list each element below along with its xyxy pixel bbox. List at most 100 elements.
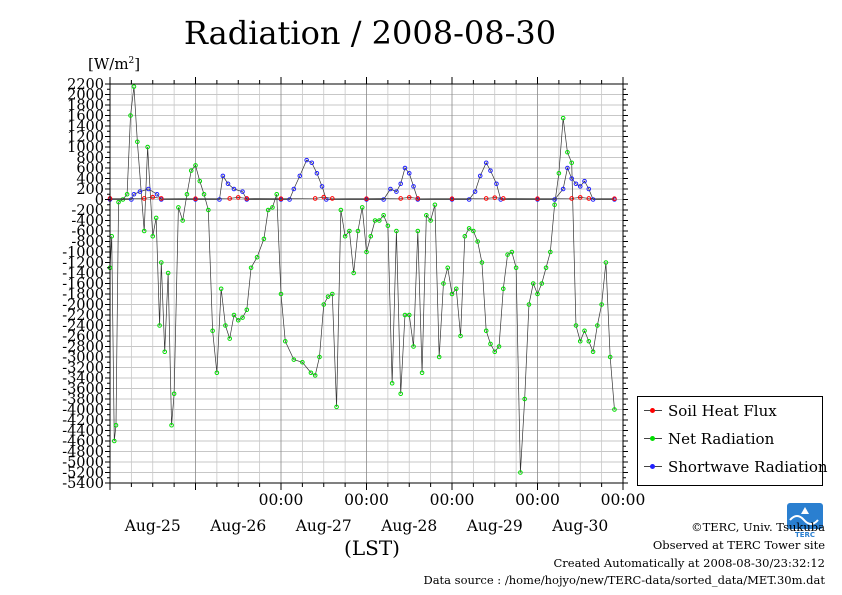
logo-drop-icon xyxy=(801,507,809,514)
data-point xyxy=(291,186,297,192)
data-point xyxy=(184,191,190,197)
data-point xyxy=(368,233,374,239)
created-text: Created Automatically at 2008-08-30/23:3… xyxy=(553,556,826,570)
data-point xyxy=(492,195,498,200)
data-point xyxy=(389,380,395,386)
data-point xyxy=(526,302,532,307)
data-point xyxy=(254,254,260,260)
data-point xyxy=(235,195,241,200)
data-point xyxy=(154,191,160,197)
y-tick-label: -3000 xyxy=(62,350,104,366)
axes: 2200200018001600140012001000800600400200… xyxy=(62,77,645,535)
data-point xyxy=(466,197,472,202)
x-date-label: Aug-27 xyxy=(295,517,352,535)
series-layer xyxy=(107,84,617,475)
data-point xyxy=(612,407,617,412)
data-point xyxy=(590,349,596,355)
data-point xyxy=(498,197,504,202)
data-point xyxy=(462,233,468,239)
y-tick-label: 1600 xyxy=(67,109,104,125)
data-point xyxy=(240,315,245,320)
data-point xyxy=(501,196,506,201)
y-tick-label: 200 xyxy=(76,182,104,198)
data-point xyxy=(220,173,226,179)
data-point xyxy=(398,391,404,397)
data-point xyxy=(116,199,121,205)
data-point xyxy=(406,312,412,318)
data-point xyxy=(582,178,587,184)
legend-label: Soil Heat Flux xyxy=(668,402,777,420)
x-date-label: Aug-25 xyxy=(124,517,181,535)
data-point xyxy=(569,176,575,181)
data-point xyxy=(539,281,545,286)
data-point xyxy=(321,194,327,200)
data-point xyxy=(577,184,583,189)
y-tick-label: -5000 xyxy=(62,455,104,471)
data-point xyxy=(458,333,463,339)
data-point xyxy=(128,113,133,118)
data-point xyxy=(193,196,198,202)
shortwave-radiation-marker-icon xyxy=(644,462,662,472)
y-tick-label: 1400 xyxy=(67,119,104,135)
y-tick-label: -800 xyxy=(71,235,104,251)
data-point xyxy=(535,196,540,202)
data-point xyxy=(518,470,523,475)
data-point xyxy=(509,249,515,255)
data-point xyxy=(355,228,361,234)
data-point xyxy=(227,196,232,201)
data-point xyxy=(157,323,162,328)
y-tick-label: -3400 xyxy=(62,371,104,387)
net-radiation-marker-icon xyxy=(644,434,662,444)
data-point xyxy=(522,396,527,402)
data-point xyxy=(169,422,174,428)
data-point xyxy=(159,196,164,201)
data-point xyxy=(453,286,459,292)
data-point xyxy=(607,354,613,360)
logo-wave-icon xyxy=(789,515,819,525)
data-point xyxy=(483,196,489,201)
data-point xyxy=(492,349,498,355)
data-point xyxy=(603,260,609,265)
data-point xyxy=(483,328,489,334)
data-point xyxy=(210,328,215,334)
legend-label: Shortwave Radiation xyxy=(668,458,828,476)
data-point xyxy=(466,226,472,231)
data-point xyxy=(265,207,271,213)
data-point xyxy=(415,196,421,201)
data-point xyxy=(141,196,147,201)
y-axis-unit: [W/m2] xyxy=(88,55,141,73)
data-point xyxy=(477,173,483,179)
y-tick-label: 1800 xyxy=(67,98,104,114)
data-point xyxy=(577,195,583,200)
data-point xyxy=(411,344,416,349)
y-tick-label: -200 xyxy=(71,203,104,219)
data-point xyxy=(565,165,570,171)
terc-logo: TERC xyxy=(787,503,823,539)
data-point xyxy=(325,294,331,299)
data-point xyxy=(573,181,579,187)
data-point xyxy=(560,115,566,121)
y-tick-label: -2800 xyxy=(62,340,104,356)
data-point xyxy=(479,260,485,265)
data-point xyxy=(131,84,137,89)
y-tick-label: 1200 xyxy=(67,130,104,146)
data-point xyxy=(475,239,480,244)
data-point xyxy=(586,186,592,192)
x-tick-label: 00:00 xyxy=(601,491,646,509)
data-point xyxy=(388,186,393,192)
data-point xyxy=(377,218,382,223)
data-point xyxy=(445,265,451,271)
data-point xyxy=(582,328,587,334)
data-point xyxy=(535,291,540,297)
y-tick-label: 2200 xyxy=(67,77,104,93)
chart-title: Radiation / 2008-08-30 xyxy=(183,14,557,52)
data-point xyxy=(530,281,536,286)
data-point xyxy=(223,323,228,328)
data-point xyxy=(419,370,425,376)
x-tick-label: 00:00 xyxy=(344,491,389,509)
y-tick-label: 400 xyxy=(76,172,104,188)
data-point xyxy=(372,218,378,223)
data-point xyxy=(235,317,241,323)
y-tick-label: -3200 xyxy=(62,361,104,377)
